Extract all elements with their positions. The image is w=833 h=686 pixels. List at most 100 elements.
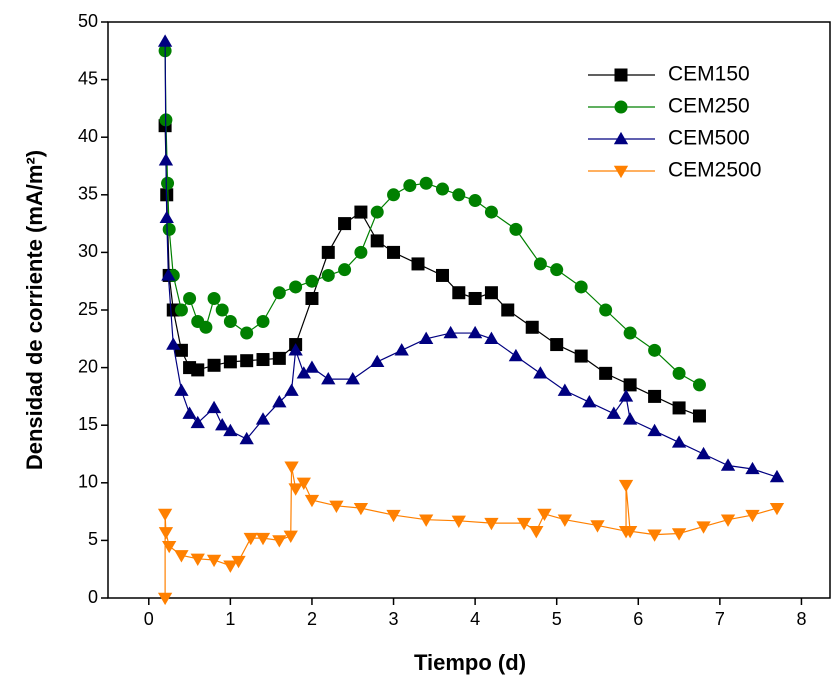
y-tick-label: 20: [78, 356, 98, 376]
series: [157, 461, 785, 606]
y-tick-label: 5: [88, 529, 98, 549]
marker: [720, 458, 736, 471]
y-axis-label: Densidad de corriente (mA/m²): [22, 150, 47, 470]
marker: [501, 303, 515, 317]
marker: [618, 389, 634, 402]
x-tick-label: 1: [225, 609, 235, 629]
marker: [745, 509, 760, 523]
legend-label: CEM500: [668, 127, 750, 150]
marker: [419, 331, 434, 344]
marker: [696, 521, 711, 534]
marker: [370, 234, 384, 248]
marker: [162, 540, 177, 554]
marker: [321, 371, 336, 385]
marker: [557, 514, 573, 527]
marker: [272, 351, 286, 365]
marker: [387, 188, 401, 202]
marker: [484, 286, 498, 300]
marker: [296, 366, 311, 379]
marker: [647, 423, 662, 437]
marker: [451, 515, 466, 528]
marker: [386, 509, 401, 523]
marker: [255, 412, 271, 425]
marker: [484, 205, 498, 219]
marker: [159, 210, 174, 224]
marker: [223, 315, 237, 329]
x-tick-label: 8: [796, 609, 806, 629]
marker: [354, 245, 368, 259]
marker: [720, 514, 736, 527]
series: [158, 119, 706, 423]
legend-marker: [614, 100, 628, 114]
marker: [516, 517, 532, 531]
marker: [769, 469, 785, 483]
marker: [223, 423, 238, 437]
marker: [288, 483, 303, 496]
marker: [321, 245, 335, 259]
marker: [215, 303, 229, 317]
legend-label: CEM250: [668, 95, 750, 118]
marker: [403, 179, 417, 193]
marker: [525, 320, 539, 334]
marker: [288, 343, 303, 356]
marker: [671, 435, 687, 448]
marker: [468, 291, 482, 305]
marker: [769, 502, 785, 516]
marker: [599, 366, 613, 380]
marker: [529, 525, 544, 539]
marker: [304, 494, 320, 508]
marker: [370, 354, 385, 368]
marker: [508, 348, 524, 362]
marker: [338, 217, 352, 231]
marker: [174, 383, 189, 396]
marker: [182, 406, 197, 419]
marker: [166, 337, 181, 350]
x-tick-label: 3: [389, 609, 399, 629]
marker: [199, 320, 213, 334]
marker: [223, 355, 237, 369]
marker: [745, 461, 760, 475]
marker: [157, 508, 173, 522]
marker: [648, 389, 662, 403]
marker: [305, 291, 319, 305]
marker: [533, 257, 547, 271]
marker: [692, 378, 706, 392]
marker: [435, 268, 449, 282]
marker: [161, 176, 175, 190]
marker: [321, 268, 335, 282]
marker: [157, 592, 173, 606]
marker: [623, 326, 637, 340]
marker: [206, 400, 222, 414]
marker: [231, 555, 246, 569]
x-tick-label: 5: [552, 609, 562, 629]
legend-label: CEM150: [668, 63, 750, 86]
marker: [618, 479, 634, 493]
marker: [452, 286, 466, 300]
marker: [692, 409, 706, 423]
marker: [305, 274, 319, 288]
marker: [443, 325, 458, 339]
marker: [387, 245, 401, 259]
marker: [599, 303, 613, 317]
series: [158, 44, 706, 392]
marker: [550, 263, 564, 277]
marker: [557, 383, 573, 396]
marker: [484, 331, 499, 344]
marker: [606, 406, 621, 419]
marker: [574, 280, 588, 294]
marker: [158, 527, 174, 540]
marker: [223, 560, 238, 573]
x-tick-label: 4: [470, 609, 480, 629]
marker: [582, 395, 597, 408]
x-axis-label: Tiempo (d): [414, 650, 526, 675]
marker: [622, 412, 638, 425]
marker: [191, 363, 205, 377]
marker: [256, 315, 270, 329]
marker: [672, 401, 686, 415]
marker: [435, 182, 449, 196]
marker: [206, 554, 222, 568]
marker: [696, 446, 711, 460]
y-tick-label: 25: [78, 299, 98, 319]
marker: [272, 395, 287, 408]
marker: [174, 550, 189, 563]
